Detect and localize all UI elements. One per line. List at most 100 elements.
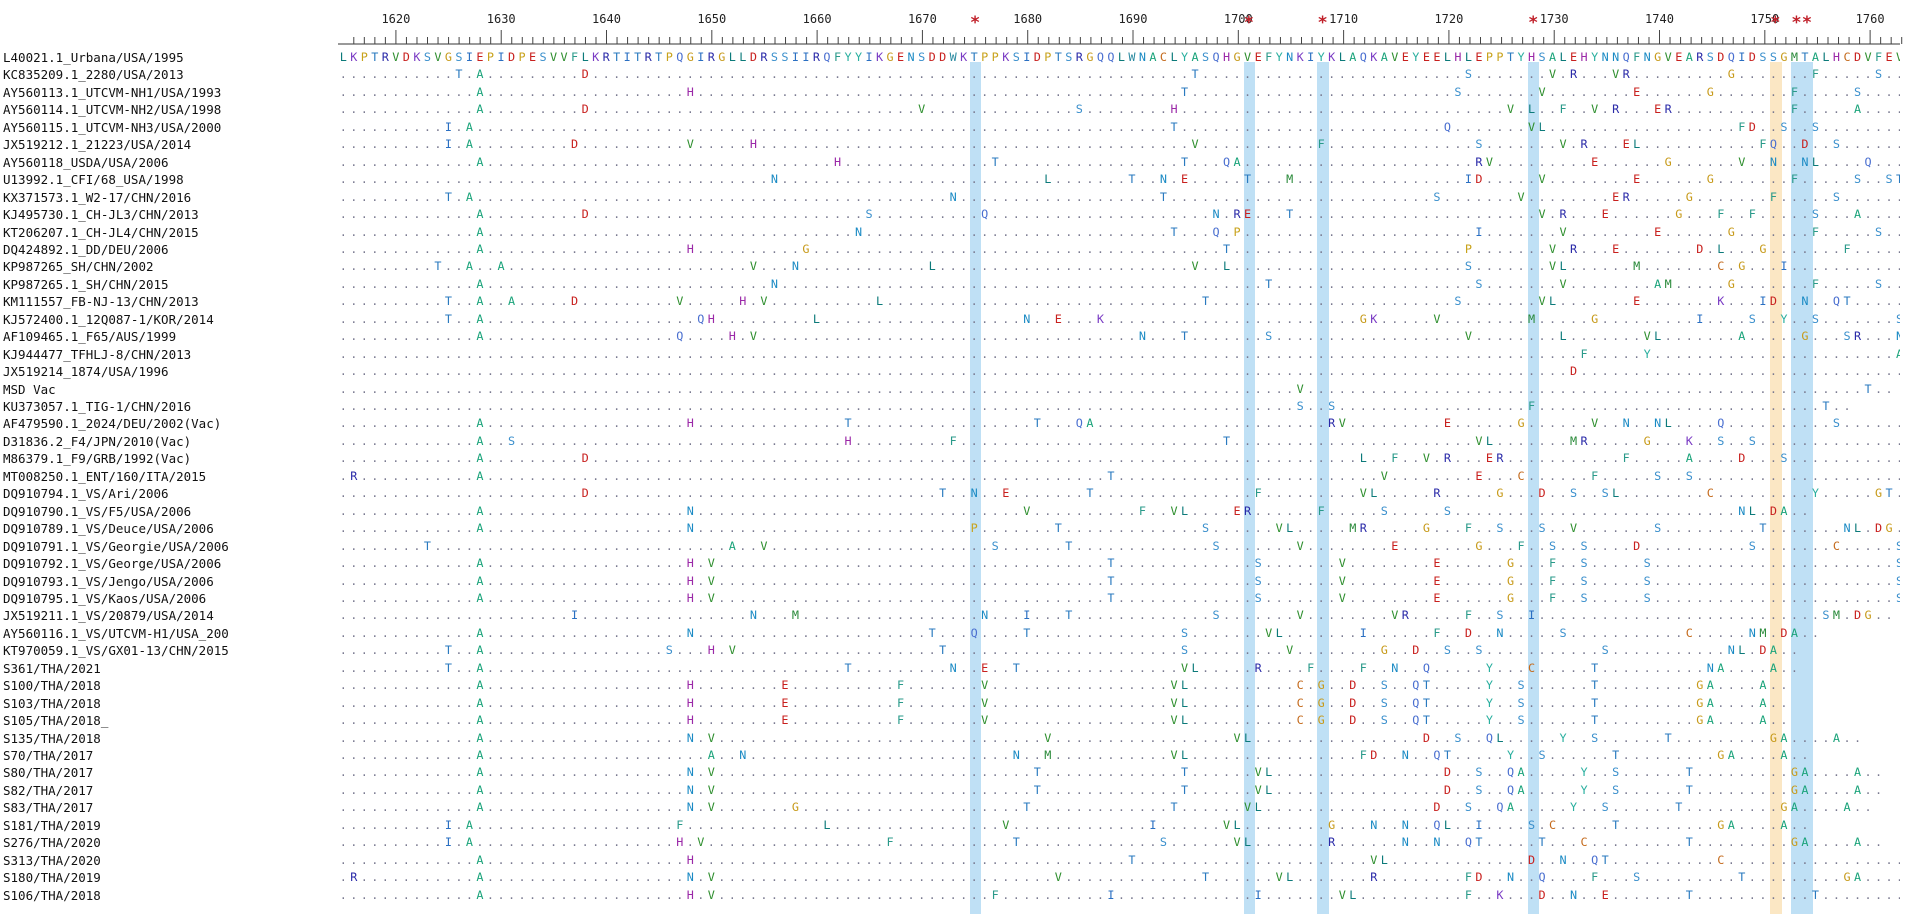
- identity-dot: .: [1044, 67, 1052, 82]
- identity-dot: .: [1317, 67, 1325, 82]
- sequence-name: KC835209.1_2280/USA/2013: [3, 67, 184, 83]
- identity-dot: .: [507, 119, 516, 134]
- identity-dot: .: [886, 486, 894, 501]
- identity-dot: .: [665, 241, 673, 256]
- conserved-site-marker: *: [1244, 13, 1254, 33]
- identity-dot: .: [676, 468, 684, 483]
- identity-dot: .: [1023, 451, 1031, 466]
- identity-dot: .: [1107, 276, 1115, 291]
- residue: H: [1580, 50, 1588, 64]
- identity-dot: .: [1002, 364, 1010, 379]
- identity-dot: .: [707, 224, 715, 239]
- identity-dot: .: [1832, 433, 1841, 448]
- residue: E: [1601, 207, 1609, 222]
- identity-dot: .: [718, 311, 726, 326]
- identity-dot: .: [686, 399, 694, 413]
- residue: N: [770, 276, 778, 291]
- identity-dot: .: [676, 503, 684, 518]
- identity-dot: .: [528, 468, 537, 483]
- identity-dot: .: [1801, 172, 1809, 187]
- identity-dot: .: [1559, 311, 1567, 326]
- identity-dot: .: [360, 119, 368, 134]
- residue: E: [1475, 468, 1483, 483]
- residue: F: [1811, 67, 1819, 82]
- identity-dot: .: [728, 294, 736, 309]
- identity-dot: .: [1675, 137, 1683, 152]
- identity-dot: .: [1180, 451, 1189, 466]
- identity-dot: .: [918, 503, 926, 518]
- identity-dot: .: [1612, 137, 1620, 152]
- identity-dot: .: [1044, 276, 1052, 291]
- identity-dot: .: [592, 503, 600, 518]
- identity-dot: .: [1117, 276, 1125, 291]
- residue: T: [939, 486, 947, 501]
- residue: Q: [697, 311, 705, 326]
- residue: V: [1244, 50, 1252, 64]
- identity-dot: .: [423, 172, 431, 187]
- identity-dot: .: [1580, 224, 1588, 239]
- identity-dot: .: [1254, 468, 1262, 483]
- identity-dot: .: [1601, 364, 1609, 379]
- identity-dot: .: [697, 154, 705, 169]
- identity-dot: .: [981, 364, 989, 379]
- identity-dot: .: [518, 154, 526, 169]
- identity-dot: .: [918, 259, 926, 274]
- identity-dot: .: [1822, 102, 1830, 117]
- identity-dot: .: [1328, 503, 1336, 518]
- identity-dot: .: [697, 416, 705, 431]
- sequence-name: U13992.1_CFI/68_USA/1998: [3, 172, 184, 188]
- identity-dot: .: [823, 241, 831, 256]
- identity-dot: .: [350, 346, 358, 361]
- identity-dot: .: [949, 119, 957, 134]
- identity-dot: .: [1012, 433, 1020, 448]
- identity-dot: .: [1496, 346, 1504, 361]
- identity-dot: .: [644, 399, 652, 413]
- identity-dot: .: [1601, 137, 1609, 152]
- residue: Y: [1780, 311, 1788, 326]
- identity-dot: .: [1223, 346, 1231, 361]
- identity-dot: .: [550, 241, 558, 256]
- identity-dot: .: [1748, 294, 1756, 309]
- identity-dot: .: [581, 399, 589, 413]
- identity-dot: .: [392, 276, 400, 291]
- identity-dot: .: [360, 259, 368, 274]
- identity-dot: .: [1591, 329, 1599, 344]
- identity-dot: .: [1380, 381, 1388, 396]
- identity-dot: .: [1675, 399, 1683, 413]
- identity-dot: .: [1233, 399, 1241, 413]
- identity-dot: .: [1443, 84, 1451, 99]
- identity-dot: .: [560, 399, 568, 413]
- identity-dot: .: [1328, 486, 1336, 501]
- residue: T: [1822, 399, 1830, 413]
- identity-dot: .: [928, 137, 936, 152]
- identity-dot: .: [981, 503, 989, 518]
- identity-dot: .: [360, 451, 368, 466]
- identity-dot: .: [833, 67, 842, 82]
- identity-dot: .: [697, 207, 705, 222]
- identity-dot: .: [1149, 259, 1157, 274]
- identity-dot: .: [791, 468, 799, 483]
- identity-dot: .: [1622, 224, 1630, 239]
- identity-dot: .: [1612, 503, 1620, 518]
- residue: G: [1727, 67, 1735, 82]
- identity-dot: .: [1086, 311, 1094, 326]
- residue: D: [1738, 451, 1746, 466]
- identity-dot: .: [1822, 189, 1830, 204]
- identity-dot: .: [1201, 468, 1210, 483]
- identity-dot: .: [1275, 486, 1283, 501]
- identity-dot: .: [444, 329, 452, 344]
- identity-dot: .: [1138, 433, 1146, 448]
- identity-dot: .: [1454, 224, 1462, 239]
- identity-dot: .: [655, 311, 663, 326]
- residue: A: [465, 137, 473, 152]
- identity-dot: .: [402, 399, 410, 413]
- identity-dot: .: [339, 329, 347, 344]
- identity-dot: .: [1832, 451, 1841, 466]
- identity-dot: .: [970, 154, 978, 169]
- identity-dot: .: [739, 67, 747, 82]
- identity-dot: .: [760, 241, 768, 256]
- identity-dot: .: [1086, 241, 1094, 256]
- residue: N: [970, 486, 978, 501]
- residue: S: [1769, 50, 1777, 64]
- identity-dot: .: [1107, 486, 1115, 501]
